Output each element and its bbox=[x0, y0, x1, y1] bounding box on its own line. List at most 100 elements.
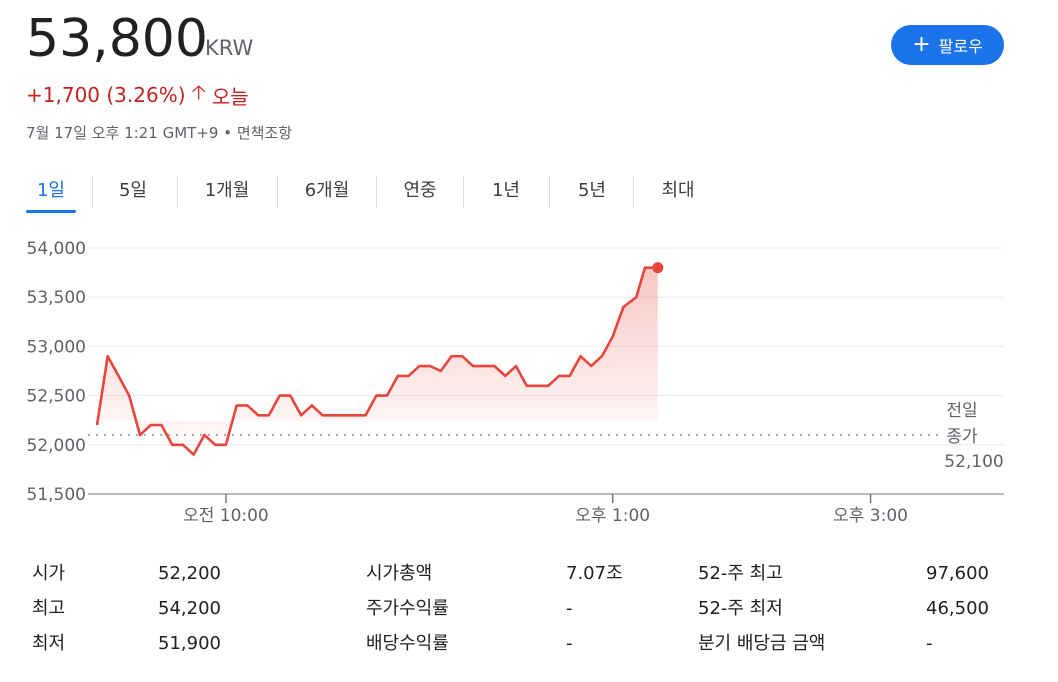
price-point bbox=[534, 383, 540, 389]
price-point bbox=[201, 432, 207, 438]
price-point bbox=[180, 442, 186, 448]
y-tick-label: 52,500 bbox=[27, 387, 86, 407]
price-point bbox=[633, 294, 639, 300]
stat-label: 분기 배당금 금액 bbox=[698, 633, 826, 654]
stat-value: 7.07조 bbox=[566, 563, 623, 584]
stat-label: 52-주 최저 bbox=[698, 598, 783, 619]
stat-label: 주가수익률 bbox=[366, 598, 449, 619]
stat-label: 시가총액 bbox=[366, 563, 433, 584]
tab-1d[interactable]: 1일 bbox=[36, 180, 65, 201]
price-point bbox=[610, 334, 616, 340]
price-point bbox=[277, 393, 283, 399]
price-point bbox=[255, 412, 261, 418]
price-point bbox=[115, 373, 121, 379]
price-point bbox=[94, 422, 100, 428]
tab-1y[interactable]: 1년 bbox=[491, 180, 520, 201]
y-tick-label: 53,500 bbox=[27, 288, 86, 308]
price-point bbox=[105, 353, 111, 359]
stat-value: 52,200 bbox=[158, 563, 221, 584]
price-area bbox=[97, 267, 658, 455]
price-point bbox=[158, 422, 164, 428]
price-point bbox=[599, 353, 605, 359]
price-point bbox=[309, 402, 315, 408]
price-point bbox=[449, 353, 455, 359]
stat-label: 최고 bbox=[32, 598, 66, 619]
price-point bbox=[298, 412, 304, 418]
price-point bbox=[266, 412, 272, 418]
y-tick-label: 54,000 bbox=[27, 239, 86, 259]
x-tick-label: 오후 3:00 bbox=[833, 506, 908, 526]
price-point bbox=[588, 363, 594, 369]
stat-value: - bbox=[566, 633, 573, 654]
plus-icon: + bbox=[912, 32, 931, 57]
previous-close-value: 52,100 bbox=[944, 452, 1003, 472]
tab-divider bbox=[463, 176, 464, 208]
y-tick-label: 53,000 bbox=[27, 337, 86, 357]
price-point bbox=[287, 393, 293, 399]
price-change: +1,700 (3.26%) 🡡 오늘 bbox=[26, 78, 249, 112]
previous-close-label: 종가 bbox=[946, 427, 978, 447]
price-point bbox=[459, 353, 465, 359]
price-point bbox=[502, 373, 508, 379]
price-point bbox=[363, 412, 369, 418]
price-point bbox=[481, 363, 487, 369]
price-point bbox=[513, 363, 519, 369]
price-line bbox=[95, 266, 658, 456]
tab-ytd[interactable]: 연중 bbox=[403, 180, 437, 201]
disclaimer-link[interactable]: 면책조항 bbox=[236, 124, 293, 142]
arrow-up-icon: 🡡 bbox=[191, 80, 206, 104]
stat-value: 97,600 bbox=[926, 563, 989, 584]
price-point bbox=[427, 363, 433, 369]
tab-divider bbox=[92, 176, 93, 208]
price-point bbox=[642, 265, 648, 271]
tab-max[interactable]: 최대 bbox=[661, 180, 695, 201]
stat-label: 최저 bbox=[32, 633, 66, 654]
tab-5d[interactable]: 5일 bbox=[118, 180, 147, 201]
tab-divider bbox=[633, 176, 634, 208]
active-tab-indicator bbox=[26, 210, 76, 213]
stat-value: - bbox=[566, 598, 573, 619]
current-price-point bbox=[652, 262, 664, 274]
follow-label: 팔로우 bbox=[938, 37, 983, 56]
x-tick-label: 오후 1:00 bbox=[575, 506, 650, 526]
tab-divider bbox=[277, 176, 278, 208]
currency-code: KRW bbox=[205, 36, 254, 60]
tab-1m[interactable]: 1개월 bbox=[204, 180, 250, 201]
y-tick-label: 51,500 bbox=[27, 485, 86, 505]
tab-5y[interactable]: 5년 bbox=[577, 180, 606, 201]
price-point bbox=[620, 304, 626, 310]
price-point bbox=[234, 402, 240, 408]
follow-button[interactable]: + 팔로우 bbox=[891, 25, 1004, 65]
change-period: 오늘 bbox=[211, 84, 249, 109]
stat-value: 51,900 bbox=[158, 633, 221, 654]
price-point bbox=[438, 368, 444, 374]
stat-label: 시가 bbox=[32, 563, 66, 584]
y-tick-label: 52,000 bbox=[27, 436, 86, 456]
price-point bbox=[406, 373, 412, 379]
price-point bbox=[373, 393, 379, 399]
stat-value: - bbox=[926, 633, 933, 654]
price-point bbox=[330, 412, 336, 418]
price-point bbox=[169, 442, 175, 448]
tab-6m[interactable]: 6개월 bbox=[304, 180, 350, 201]
x-tick-label: 오전 10:00 bbox=[183, 506, 269, 526]
price-point bbox=[416, 363, 422, 369]
change-amount: +1,700 (3.26%) bbox=[26, 83, 186, 107]
price-point bbox=[577, 353, 583, 359]
price-point bbox=[556, 373, 562, 379]
previous-close-label: 전일 bbox=[946, 401, 977, 421]
stat-value: 46,500 bbox=[926, 598, 989, 619]
range-tabs: 1일 5일 1개월 6개월 연중 1년 5년 최대 bbox=[26, 172, 1004, 214]
price-point bbox=[126, 393, 132, 399]
tab-divider bbox=[549, 176, 550, 208]
price-chart[interactable]: 54,000 53,500 53,000 52,500 52,000 51,500 오전 … bbox=[0, 225, 1058, 530]
price-point bbox=[395, 373, 401, 379]
price-point bbox=[320, 412, 326, 418]
price-point bbox=[191, 452, 197, 458]
stat-value: 54,200 bbox=[158, 598, 221, 619]
stock-price: 53,800 bbox=[26, 9, 208, 69]
price-point bbox=[341, 412, 347, 418]
price-point bbox=[148, 422, 154, 428]
price-point bbox=[492, 363, 498, 369]
timestamp: 7월 17일 오후 1:21 GMT+9 bbox=[26, 124, 219, 142]
